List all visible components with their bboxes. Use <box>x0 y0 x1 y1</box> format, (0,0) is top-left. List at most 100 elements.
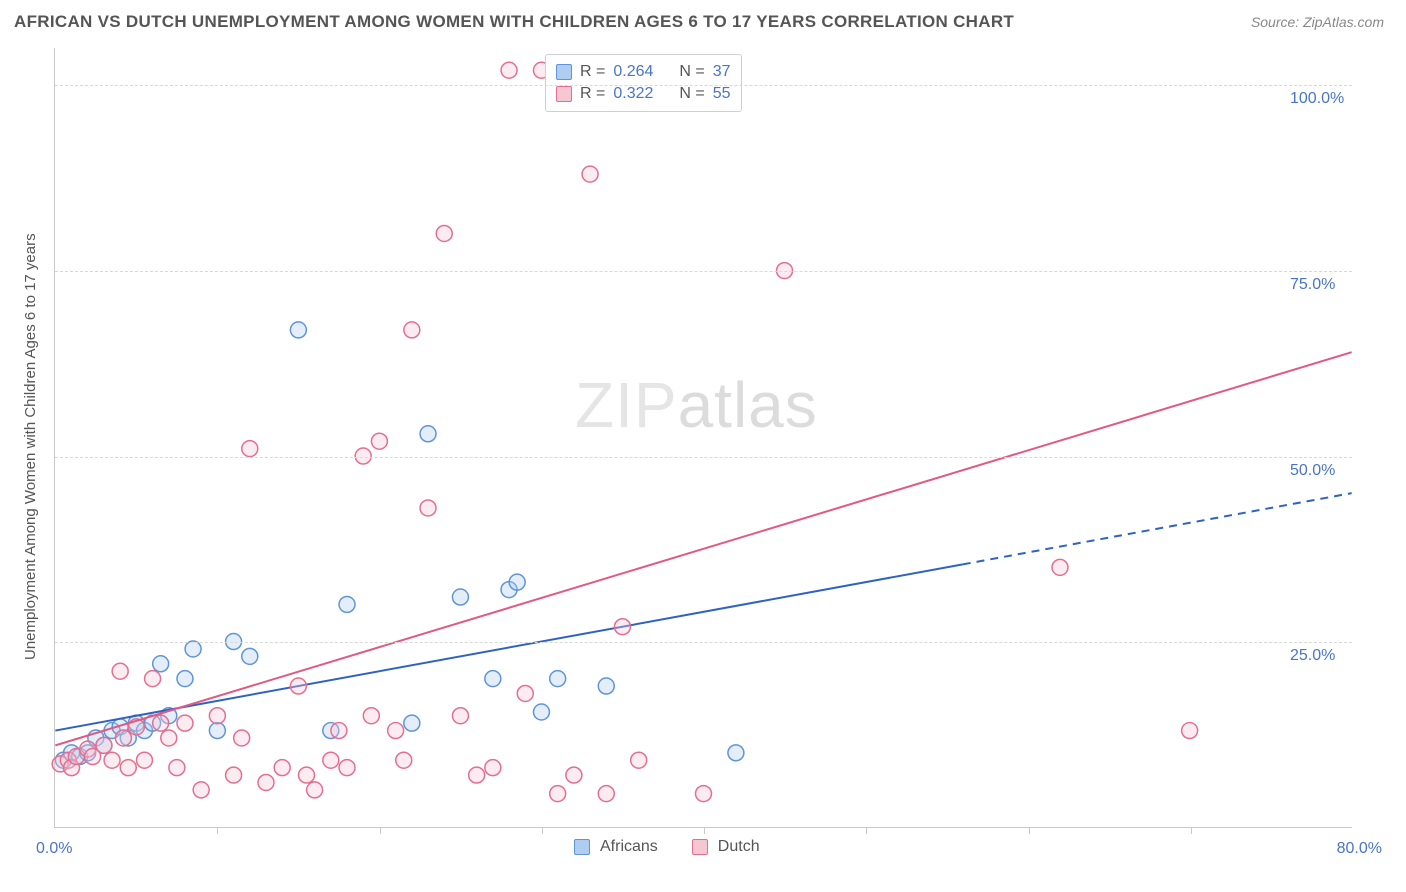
stats-legend: R = 0.264 N = 37 R = 0.322 N = 55 <box>545 54 742 112</box>
data-point-dutch <box>274 760 290 776</box>
stat-n-dutch: 55 <box>713 85 731 103</box>
data-point-dutch <box>136 752 152 768</box>
data-point-africans <box>420 426 436 442</box>
data-point-dutch <box>258 774 274 790</box>
data-point-dutch <box>120 760 136 776</box>
data-point-dutch <box>420 500 436 516</box>
data-point-dutch <box>112 663 128 679</box>
chart-container: AFRICAN VS DUTCH UNEMPLOYMENT AMONG WOME… <box>0 0 1406 892</box>
x-tick <box>704 827 705 834</box>
stat-r-label2: R = <box>580 85 605 103</box>
data-point-dutch <box>371 433 387 449</box>
data-point-dutch <box>436 225 452 241</box>
stat-n-africans: 37 <box>713 63 731 81</box>
swatch-africans <box>556 64 572 80</box>
data-point-dutch <box>566 767 582 783</box>
data-point-dutch <box>299 767 315 783</box>
data-point-africans <box>153 656 169 672</box>
x-tick <box>380 827 381 834</box>
stats-row-dutch: R = 0.322 N = 55 <box>556 83 731 105</box>
stat-r-label: R = <box>580 63 605 81</box>
data-point-dutch <box>339 760 355 776</box>
data-point-dutch <box>550 786 566 802</box>
legend-label-dutch: Dutch <box>718 838 760 856</box>
data-point-dutch <box>469 767 485 783</box>
regression-line-dashed-africans <box>963 493 1352 564</box>
data-point-africans <box>185 641 201 657</box>
swatch-dutch <box>556 86 572 102</box>
data-point-dutch <box>177 715 193 731</box>
legend-swatch-dutch <box>692 839 708 855</box>
data-point-africans <box>509 574 525 590</box>
data-point-africans <box>242 648 258 664</box>
data-point-dutch <box>614 619 630 635</box>
data-point-dutch <box>145 671 161 687</box>
data-point-africans <box>177 671 193 687</box>
data-point-dutch <box>323 752 339 768</box>
data-point-africans <box>290 322 306 338</box>
x-tick <box>1029 827 1030 834</box>
data-point-dutch <box>331 723 347 739</box>
data-point-dutch <box>517 685 533 701</box>
legend-swatch-africans <box>574 839 590 855</box>
data-point-dutch <box>388 723 404 739</box>
data-point-africans <box>550 671 566 687</box>
data-point-dutch <box>226 767 242 783</box>
stat-r-africans: 0.264 <box>613 63 653 81</box>
data-point-africans <box>339 596 355 612</box>
data-point-dutch <box>396 752 412 768</box>
stats-row-africans: R = 0.264 N = 37 <box>556 61 731 83</box>
bottom-legend: Africans Dutch <box>574 838 760 856</box>
data-point-dutch <box>115 730 131 746</box>
x-tick <box>542 827 543 834</box>
data-point-dutch <box>1182 723 1198 739</box>
data-point-dutch <box>242 441 258 457</box>
data-point-dutch <box>307 782 323 798</box>
gridline-h <box>55 271 1352 272</box>
data-point-dutch <box>104 752 120 768</box>
data-point-africans <box>209 723 225 739</box>
x-tick <box>1191 827 1192 834</box>
chart-title: AFRICAN VS DUTCH UNEMPLOYMENT AMONG WOME… <box>14 12 1014 32</box>
y-tick-label: 25.0% <box>1290 647 1335 665</box>
x-max-label: 80.0% <box>1337 840 1382 858</box>
data-point-dutch <box>290 678 306 694</box>
data-point-dutch <box>234 730 250 746</box>
gridline-h <box>55 457 1352 458</box>
data-point-dutch <box>363 708 379 724</box>
gridline-h <box>55 85 1352 86</box>
source-label: Source: ZipAtlas.com <box>1251 14 1384 30</box>
regression-line-dutch <box>55 352 1351 745</box>
data-point-dutch <box>485 760 501 776</box>
data-point-dutch <box>153 715 169 731</box>
data-point-dutch <box>582 166 598 182</box>
plot-area: ZIPatlas R = 0.264 N = 37 R = 0.322 N = … <box>54 48 1352 828</box>
x-min-label: 0.0% <box>36 840 72 858</box>
y-tick-label: 100.0% <box>1290 90 1344 108</box>
data-point-africans <box>485 671 501 687</box>
data-point-africans <box>598 678 614 694</box>
data-point-dutch <box>598 786 614 802</box>
legend-label-africans: Africans <box>600 838 658 856</box>
data-point-dutch <box>209 708 225 724</box>
data-point-dutch <box>161 730 177 746</box>
gridline-h <box>55 642 1352 643</box>
data-point-africans <box>533 704 549 720</box>
data-point-africans <box>728 745 744 761</box>
y-tick-label: 50.0% <box>1290 462 1335 480</box>
data-point-dutch <box>169 760 185 776</box>
data-point-dutch <box>501 62 517 78</box>
stat-n-label2: N = <box>679 85 704 103</box>
y-axis-label: Unemployment Among Women with Children A… <box>22 233 39 660</box>
x-tick <box>866 827 867 834</box>
data-point-dutch <box>696 786 712 802</box>
stat-n-label: N = <box>679 63 704 81</box>
y-tick-label: 75.0% <box>1290 276 1335 294</box>
data-point-dutch <box>1052 559 1068 575</box>
x-tick <box>217 827 218 834</box>
stat-r-dutch: 0.322 <box>613 85 653 103</box>
data-point-dutch <box>193 782 209 798</box>
data-point-dutch <box>631 752 647 768</box>
data-point-dutch <box>96 737 112 753</box>
data-point-africans <box>452 589 468 605</box>
